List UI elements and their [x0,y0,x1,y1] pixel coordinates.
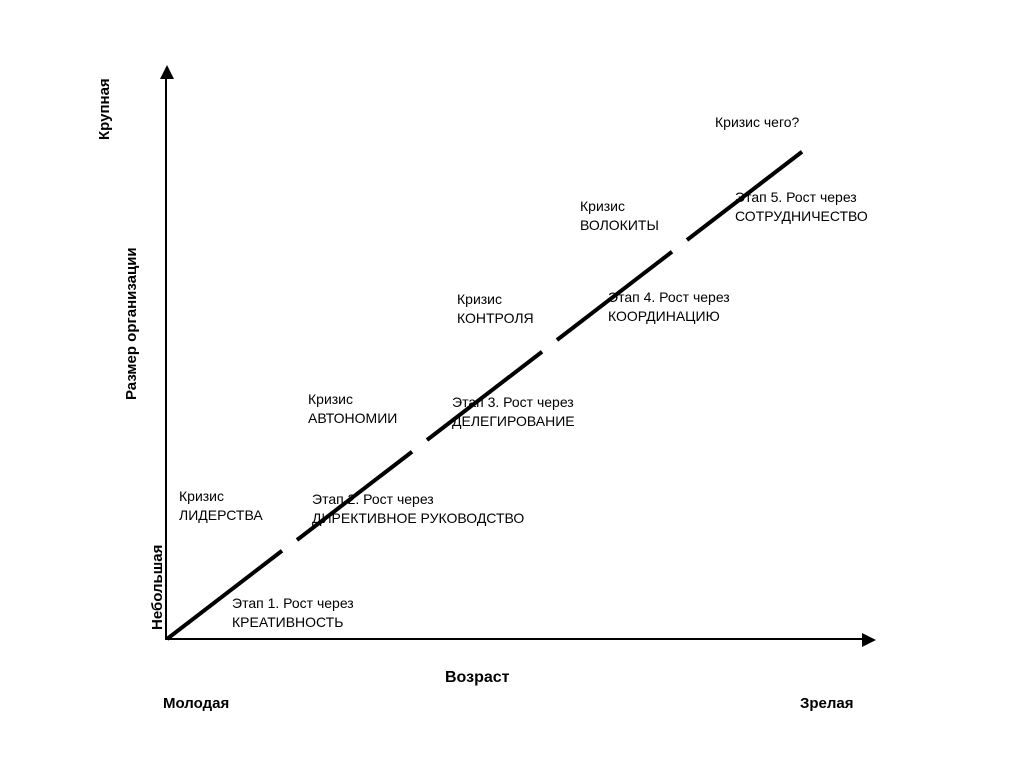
stage-line1: Этап 1. Рост через [232,594,354,613]
stage-line2: КРЕАТИВНОСТЬ [232,613,354,632]
stage-line2: ДЕЛЕГИРОВАНИЕ [452,412,575,431]
crisis-line1: Кризис [457,290,534,309]
x-axis-arrow-icon [862,633,876,647]
stage-line2: КООРДИНАЦИЮ [608,307,730,326]
x-axis-label-start: Молодая [163,694,229,714]
crisis-line1: Кризис [179,487,263,506]
stage-label-4: Этап 4. Рост черезКООРДИНАЦИЮ [608,288,730,326]
crisis-line1: Кризис [580,197,659,216]
crisis-line1: Кризис чего? [715,113,799,132]
y-axis-arrow-icon [160,65,174,79]
x-axis-title: Возраст [445,668,509,689]
crisis-line2: ЛИДЕРСТВА [179,506,263,525]
crisis-label-3: КризисКОНТРОЛЯ [457,290,534,328]
stage-label-5: Этап 5. Рост черезСОТРУДНИЧЕСТВО [735,188,868,226]
greiner-growth-diagram: Крупная Размер организации Небольшая Мол… [0,0,1024,767]
y-axis-title: Размер организации [122,247,142,400]
stage-line1: Этап 4. Рост через [608,288,730,307]
stage-label-2: Этап 2. Рост черезДИРЕКТИВНОЕ РУКОВОДСТВ… [312,490,524,528]
stage-label-3: Этап 3. Рост черезДЕЛЕГИРОВАНИЕ [452,393,575,431]
stage-label-1: Этап 1. Рост черезКРЕАТИВНОСТЬ [232,594,354,632]
stage-line1: Этап 5. Рост через [735,188,868,207]
y-axis-label-end: Крупная [95,78,115,140]
crisis-label-4: КризисВОЛОКИТЫ [580,197,659,235]
crisis-label-5: Кризис чего? [715,113,799,132]
stage-line2: СОТРУДНИЧЕСТВО [735,207,868,226]
crisis-line2: АВТОНОМИИ [308,409,397,428]
x-axis-line [165,638,865,640]
crisis-label-1: КризисЛИДЕРСТВА [179,487,263,525]
x-axis-label-end: Зрелая [800,694,854,714]
stage-line2: ДИРЕКТИВНОЕ РУКОВОДСТВО [312,509,524,528]
y-axis-label-start: Небольшая [148,545,168,630]
crisis-line2: КОНТРОЛЯ [457,309,534,328]
crisis-label-2: КризисАВТОНОМИИ [308,390,397,428]
stage-line1: Этап 3. Рост через [452,393,575,412]
stage-line1: Этап 2. Рост через [312,490,524,509]
crisis-line1: Кризис [308,390,397,409]
crisis-line2: ВОЛОКИТЫ [580,216,659,235]
